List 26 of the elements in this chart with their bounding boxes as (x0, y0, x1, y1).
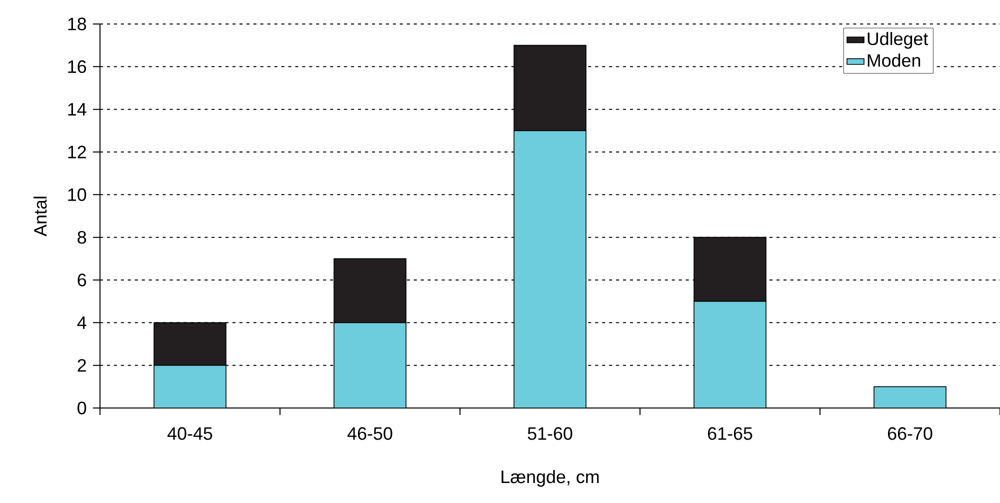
y-tick-label: 4 (77, 316, 86, 329)
bar (694, 236, 766, 302)
x-tick-label: 51-60 (528, 427, 572, 440)
x-tick-label: 40-45 (167, 427, 212, 440)
legend-label: Udleget (868, 32, 928, 49)
y-tick-label: 14 (68, 103, 86, 116)
x-tick-label: 66-70 (888, 427, 932, 440)
bar (874, 386, 946, 408)
x-tick-label: 46-50 (347, 427, 392, 440)
y-tick-label: 6 (78, 274, 86, 286)
y-tick-label: 8 (78, 230, 86, 244)
y-axis-title: Antal (34, 196, 47, 236)
y-tick-label: 10 (68, 188, 86, 202)
y-tick-label: 2 (78, 359, 86, 372)
x-tick-label: 61-65 (708, 427, 752, 440)
bar (694, 300, 766, 408)
y-tick-label: 0 (78, 402, 86, 414)
y-tick-label: 18 (68, 18, 86, 30)
bar (334, 322, 406, 408)
bar (514, 130, 586, 408)
bar (154, 364, 226, 408)
y-tick-label: 12 (68, 146, 86, 158)
bar (334, 258, 406, 324)
x-axis-title: Længde, cm (502, 470, 599, 487)
legend-label: Moden (868, 54, 920, 67)
y-tick-label: 16 (68, 60, 86, 74)
